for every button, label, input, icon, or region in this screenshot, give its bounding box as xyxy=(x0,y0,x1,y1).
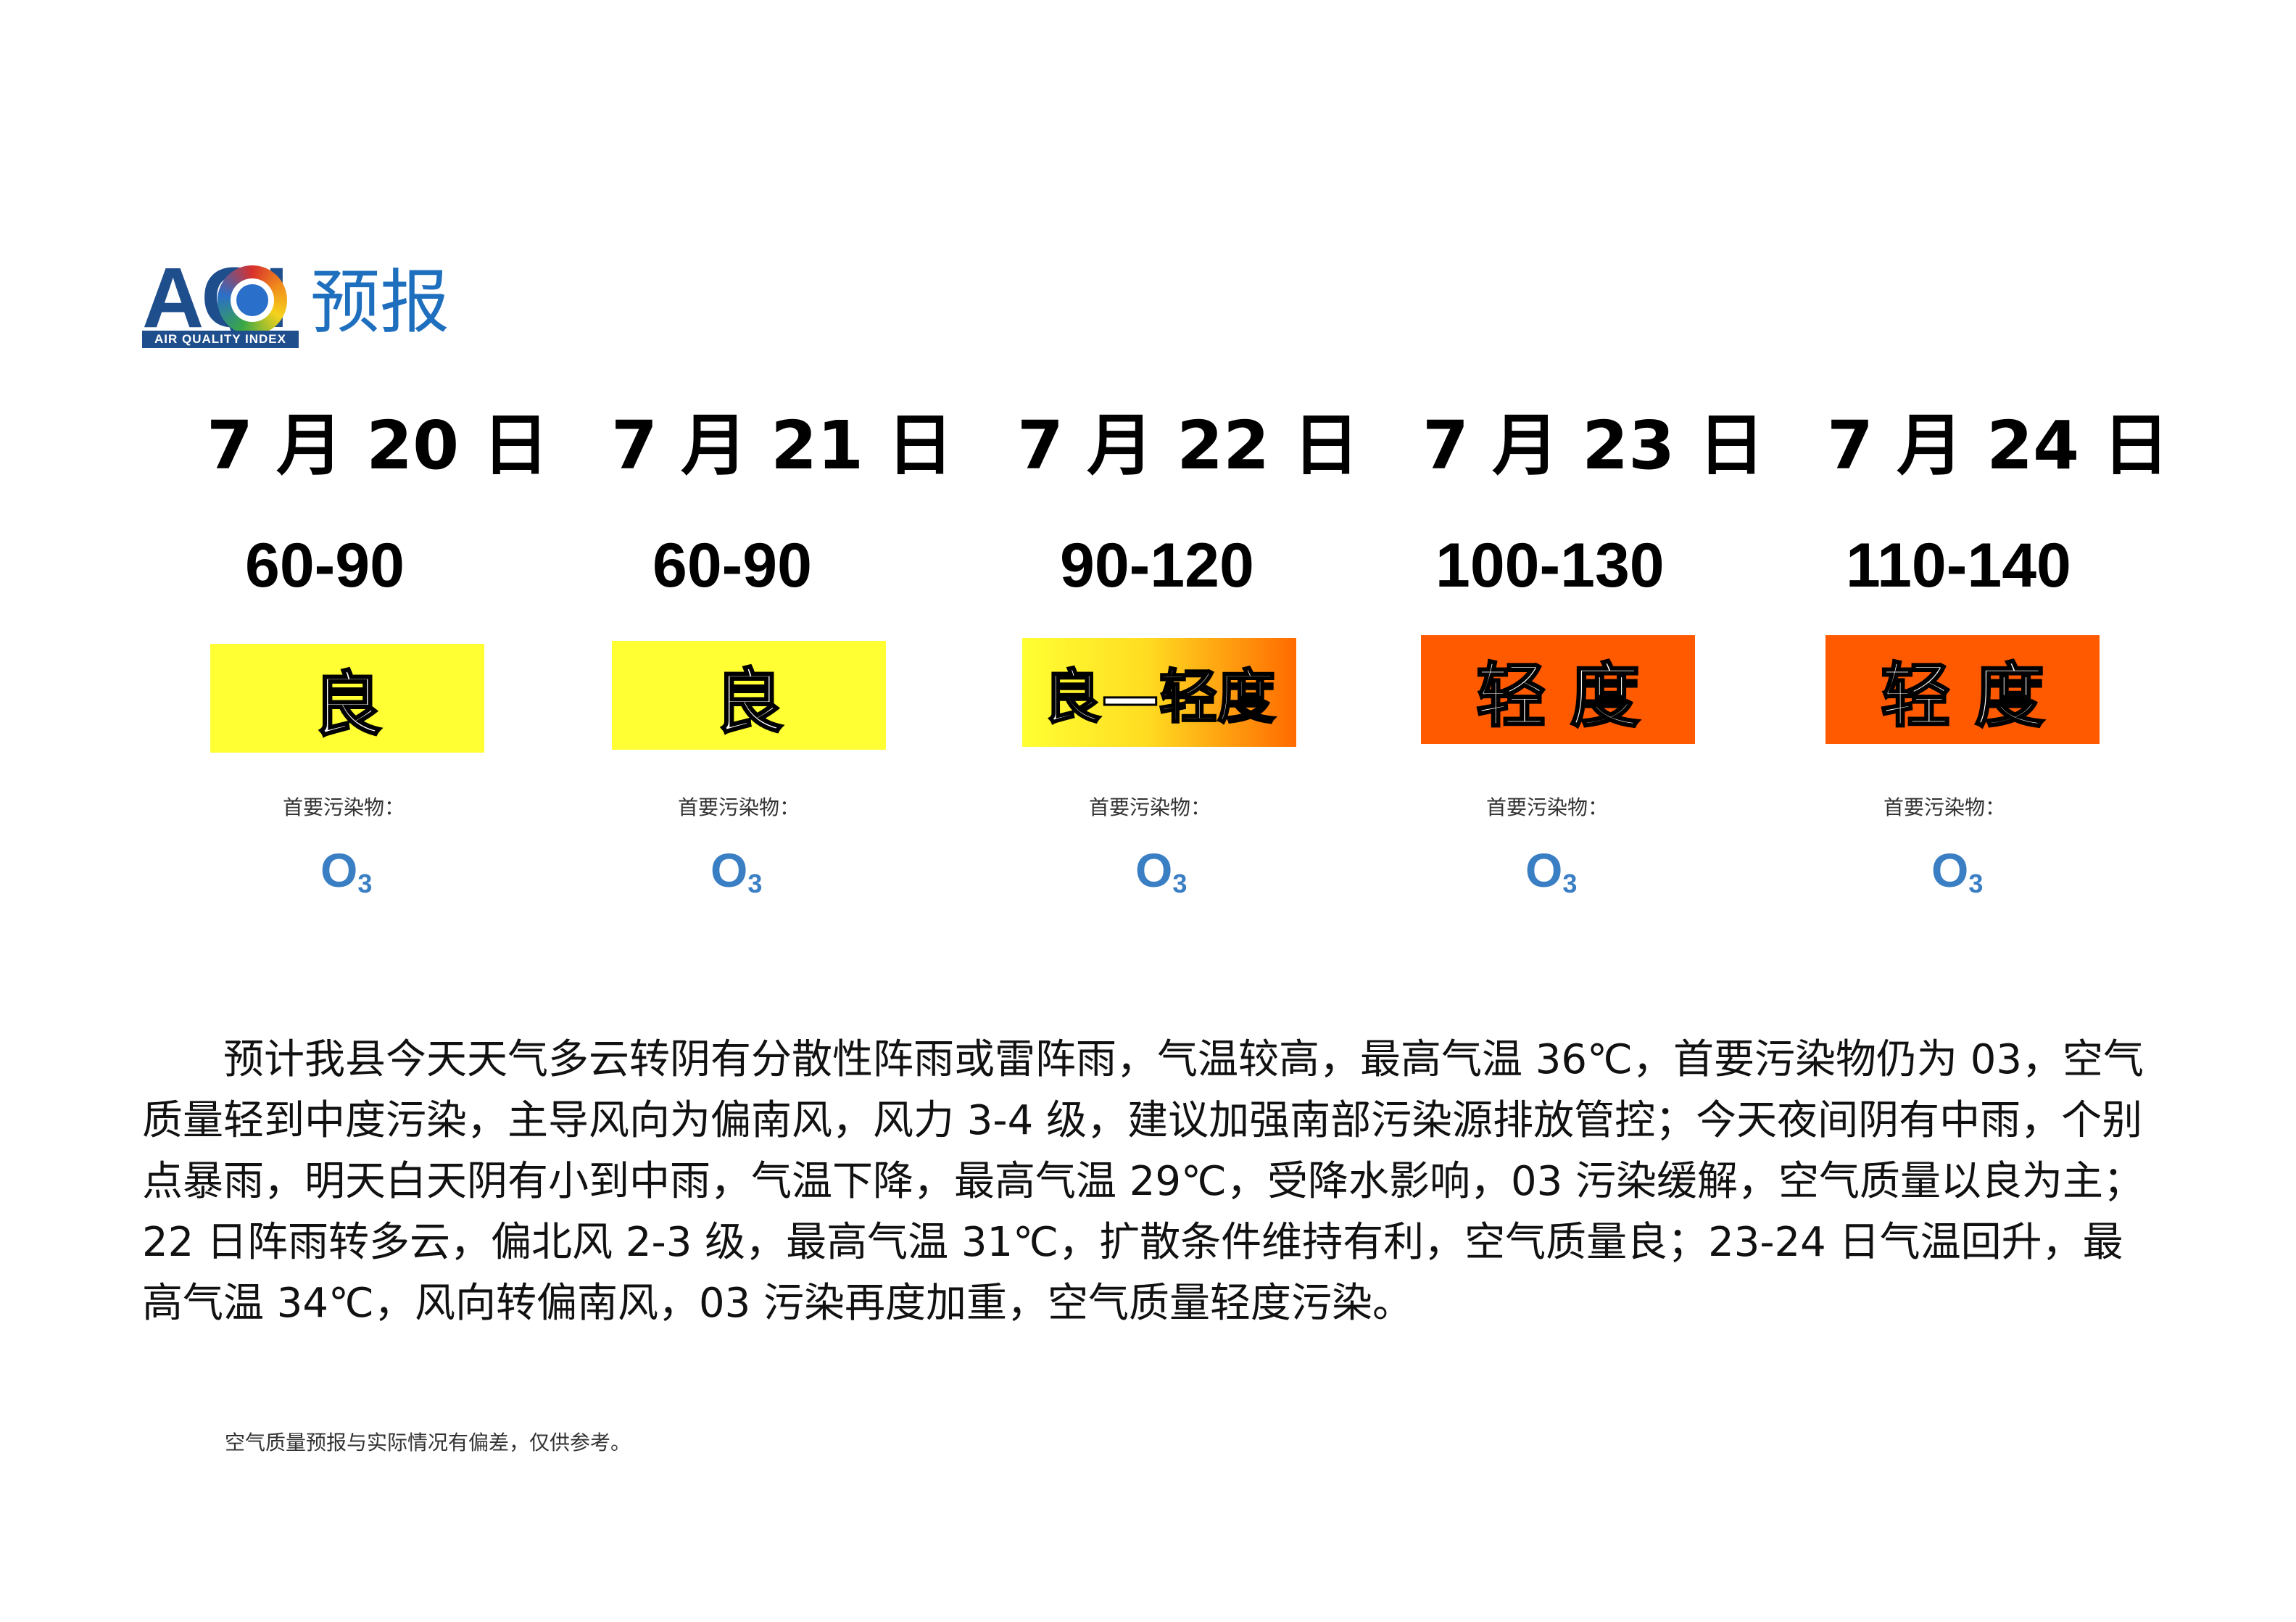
page-title: 预报 xyxy=(310,262,449,343)
day-4-pollutant: O3 xyxy=(1525,843,1578,898)
logo-subtitle: AIR QUALITY INDEX xyxy=(142,331,299,348)
day-4-level-badge: 轻 度 xyxy=(1421,635,1695,744)
day-2-pollutant-label: 首要污染物： xyxy=(678,795,800,819)
day-4-pollutant-label: 首要污染物： xyxy=(1486,795,1609,819)
day-2-pollutant: O3 xyxy=(710,843,763,898)
disclaimer-footnote: 空气质量预报与实际情况有偏差，仅供参考。 xyxy=(225,1431,631,1455)
day-1-pollutant: O3 xyxy=(320,843,373,898)
forecast-description: 预计我县今天天气多云转阴有分散性阵雨或雷阵雨，气温较高，最高气温 36℃，首要污… xyxy=(142,1036,2144,1327)
day-2-level-badge: 良 xyxy=(612,641,886,750)
day-5-pollutant-label: 首要污染物： xyxy=(1883,795,2006,819)
day-3-level-badge: 良—轻度 xyxy=(1022,638,1296,747)
globe-icon xyxy=(217,265,287,335)
day-5-aqi-range: 110-140 xyxy=(1846,531,2071,600)
day-1-aqi-range: 60-90 xyxy=(245,531,405,600)
day-1-level-badge: 良 xyxy=(210,644,484,753)
day-4-date: 7 月 23 日 xyxy=(1422,407,1765,484)
day-1-date: 7 月 20 日 xyxy=(207,407,550,484)
day-3-pollutant-label: 首要污染物： xyxy=(1089,795,1211,819)
day-1-pollutant-label: 首要污染物： xyxy=(283,795,405,819)
day-5-level-badge: 轻 度 xyxy=(1825,635,2100,744)
day-2-aqi-range: 60-90 xyxy=(652,531,812,600)
day-5-date: 7 月 24 日 xyxy=(1827,407,2170,484)
day-3-date: 7 月 22 日 xyxy=(1017,407,1360,484)
aqi-logo: AQI AIR QUALITY INDEX 预报 xyxy=(142,255,454,357)
day-3-pollutant: O3 xyxy=(1135,843,1188,898)
day-3-aqi-range: 90-120 xyxy=(1060,531,1254,600)
day-2-date: 7 月 21 日 xyxy=(611,407,954,484)
day-5-pollutant: O3 xyxy=(1931,843,1984,898)
day-4-aqi-range: 100-130 xyxy=(1435,531,1665,600)
